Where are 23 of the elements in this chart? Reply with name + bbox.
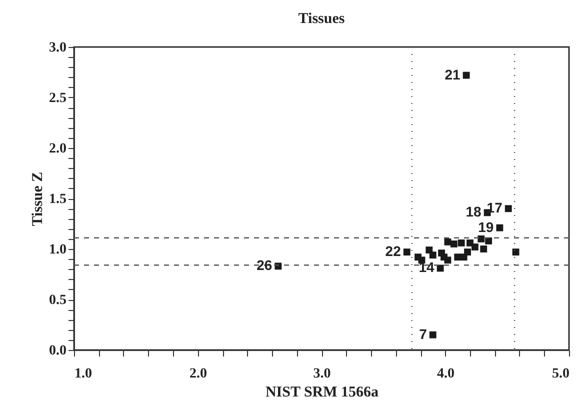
y-tick-label: 1.0	[49, 242, 66, 258]
annotation: 26	[256, 257, 272, 274]
x-tick-label: 5.0	[552, 366, 570, 382]
x-tick-label: 4.0	[437, 366, 454, 382]
annotation: 14	[418, 259, 435, 276]
x-tick-label: 3.0	[313, 366, 331, 382]
y-tick-label: 2.0	[49, 142, 66, 156]
x-tick-label: 2.0	[190, 366, 207, 382]
annotation: 17	[486, 200, 503, 216]
annotation: 22	[385, 243, 402, 260]
annotation: 18	[466, 204, 482, 220]
x-tick-label: 1.0	[74, 366, 92, 382]
chart-title: Tissues	[298, 11, 345, 27]
annotation: 7	[419, 326, 428, 342]
y-tick-label: 0.0	[49, 344, 66, 358]
annotation: 21	[444, 66, 460, 82]
y-tick-label: 1.5	[49, 192, 66, 207]
y-tick-label: 0.5	[49, 293, 66, 308]
annotation: 19	[478, 218, 494, 235]
y-tick-label: 2.5	[49, 91, 66, 106]
y-tick-label: 3.0	[49, 40, 66, 56]
x-axis-title: NIST SRM 1566a	[265, 384, 380, 400]
y-axis-title: Tissue Z	[30, 172, 46, 226]
